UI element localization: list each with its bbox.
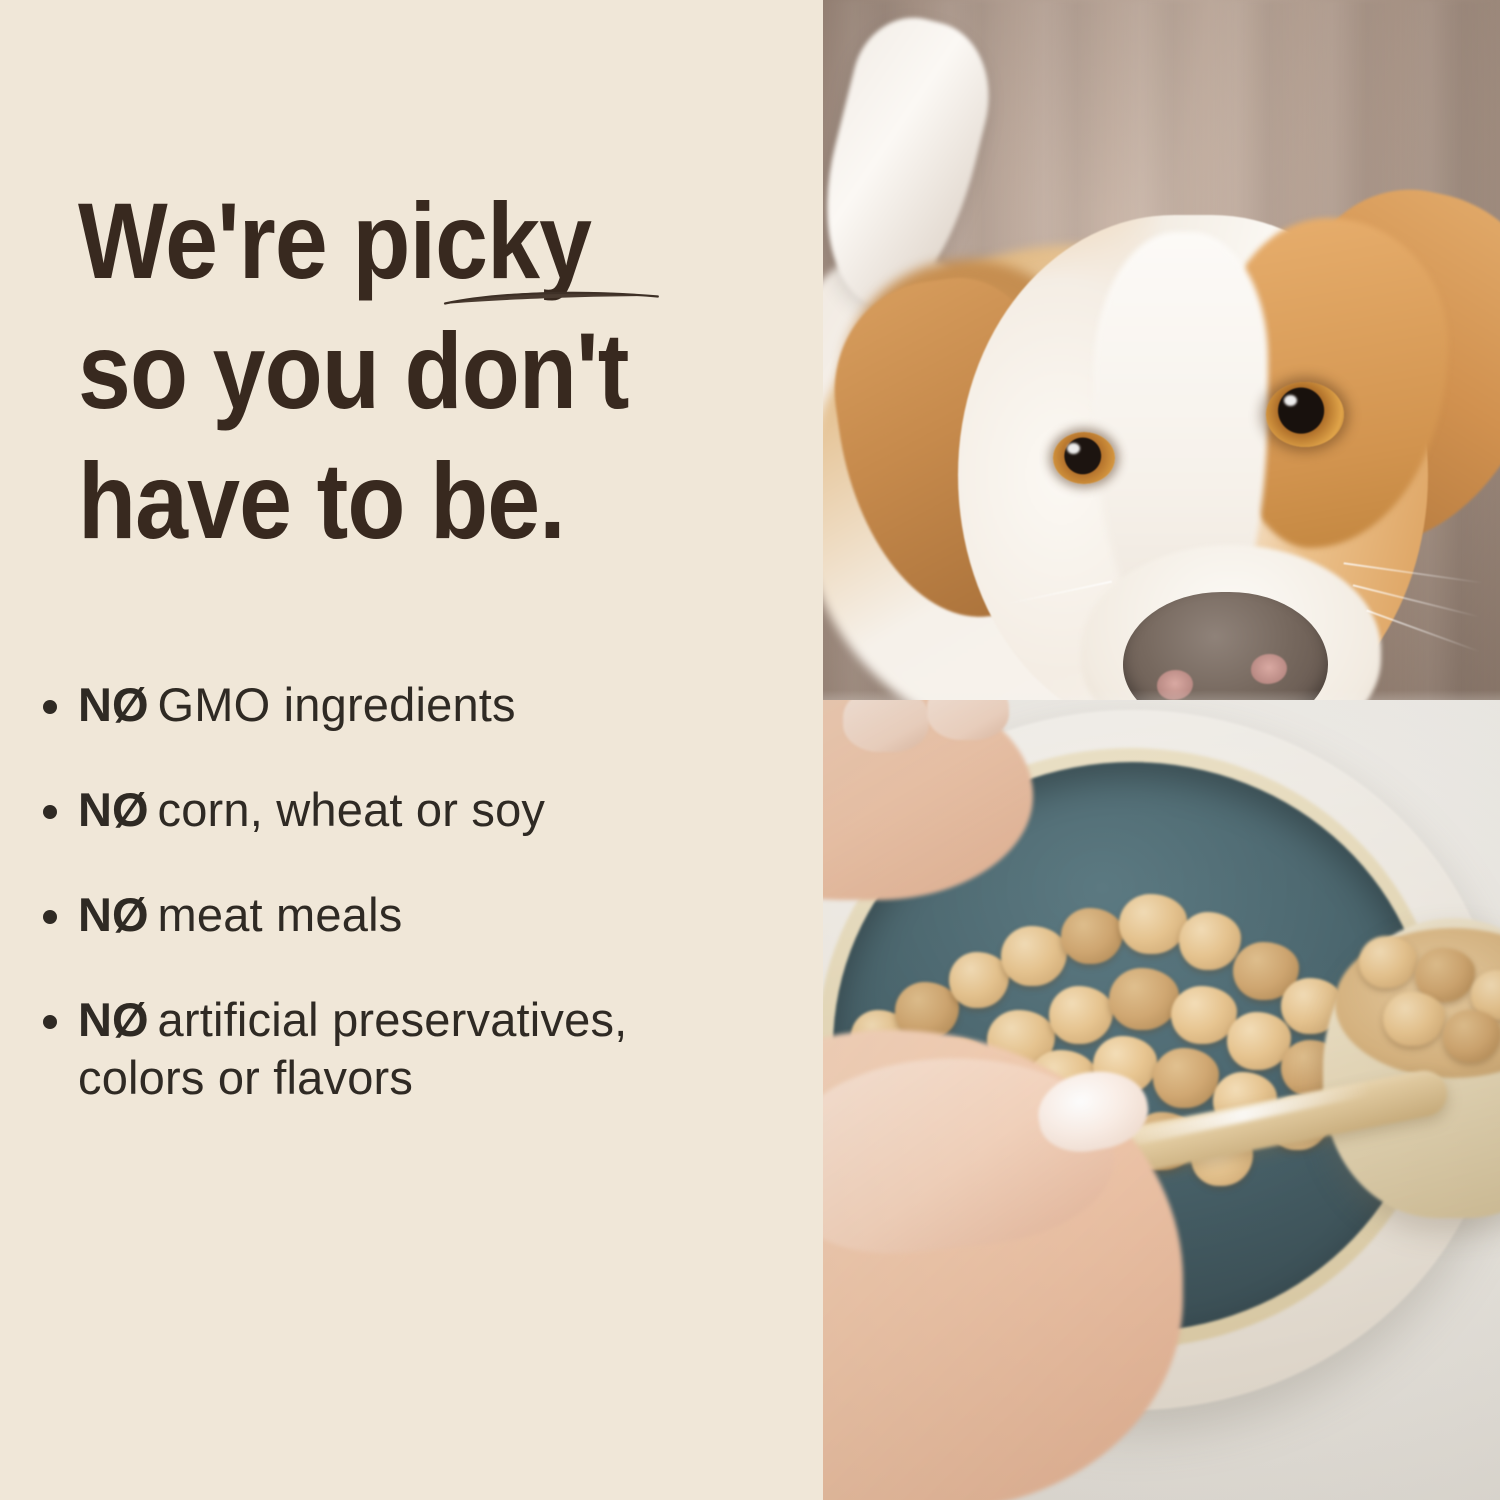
kibble-piece bbox=[1119, 894, 1187, 954]
kibble-piece bbox=[1153, 1048, 1219, 1108]
no-badge-1: NØ bbox=[78, 783, 149, 836]
headline-line-2: so you don't bbox=[78, 310, 629, 431]
claim-text-0: GMO ingredients bbox=[157, 678, 516, 731]
claim-text-3: artificial preservatives, colors or flav… bbox=[78, 993, 628, 1104]
kibble-piece bbox=[1109, 968, 1179, 1030]
copy-panel: We're picky so you don't have to be. NØG… bbox=[0, 0, 823, 1500]
no-badge-0: NØ bbox=[78, 678, 149, 731]
dog-eye-left bbox=[1053, 432, 1115, 484]
nostril-right bbox=[1251, 654, 1287, 684]
kibble-piece bbox=[1227, 1012, 1291, 1070]
headline-line-3: have to be. bbox=[78, 440, 566, 561]
kibble-piece bbox=[1061, 908, 1123, 964]
kibble-piece bbox=[1415, 948, 1475, 1002]
no-badge-3: NØ bbox=[78, 993, 149, 1046]
kibble-piece bbox=[1443, 1010, 1500, 1062]
fingertip bbox=[843, 700, 929, 752]
headline-line-1: We're picky bbox=[78, 180, 592, 301]
kibble-piece bbox=[949, 952, 1009, 1008]
nostril-left bbox=[1157, 670, 1193, 700]
eye-highlight bbox=[1284, 395, 1297, 406]
kibble-piece bbox=[1383, 992, 1445, 1046]
dog-eye-right bbox=[1266, 382, 1344, 447]
no-badge-2: NØ bbox=[78, 888, 149, 941]
claim-text-1: corn, wheat or soy bbox=[157, 783, 546, 836]
kibble-piece bbox=[1171, 986, 1237, 1044]
fingertip bbox=[927, 700, 1009, 740]
page-title: We're picky so you don't have to be. bbox=[78, 176, 694, 566]
kibble-piece bbox=[1179, 912, 1241, 970]
kibble-bowl-photo: Hands holding a teal ceramic bowl filled… bbox=[823, 700, 1500, 1500]
kibble-piece bbox=[1049, 986, 1113, 1044]
eye-highlight bbox=[1067, 443, 1080, 454]
photo-column: Tan and white dog looking over a food bo… bbox=[823, 0, 1500, 1500]
kibble-piece bbox=[1001, 926, 1067, 986]
kibble-piece bbox=[1359, 936, 1417, 988]
claim-text-2: meat meals bbox=[157, 888, 403, 941]
dog-photo: Tan and white dog looking over a food bo… bbox=[823, 0, 1500, 735]
